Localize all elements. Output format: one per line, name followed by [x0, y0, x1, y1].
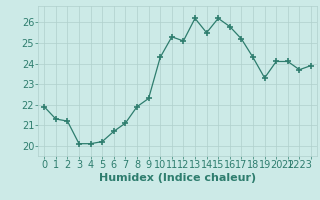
X-axis label: Humidex (Indice chaleur): Humidex (Indice chaleur) — [99, 173, 256, 183]
